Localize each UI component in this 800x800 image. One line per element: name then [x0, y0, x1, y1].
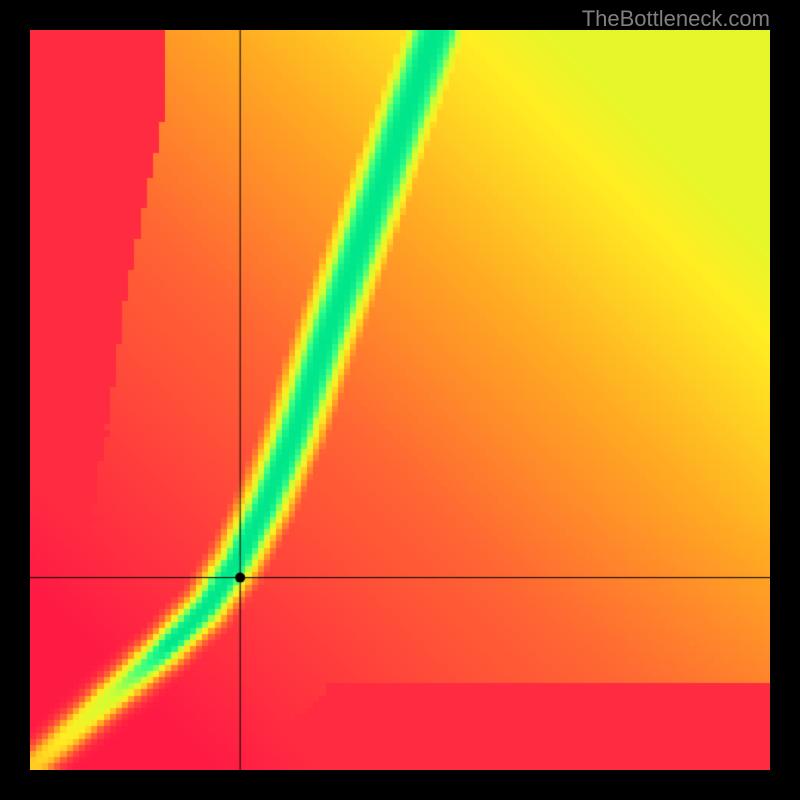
- watermark-text: TheBottleneck.com: [582, 6, 770, 32]
- heatmap-canvas: [30, 30, 770, 770]
- heatmap-chart: [30, 30, 770, 770]
